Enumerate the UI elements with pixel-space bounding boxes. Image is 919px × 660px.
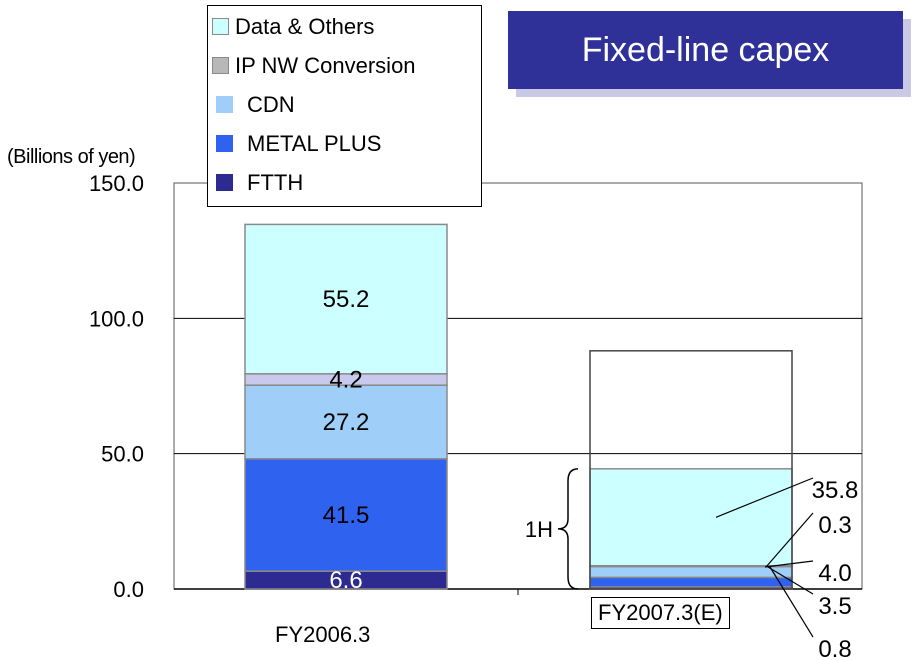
chart-title-box: Fixed-line capex <box>508 11 903 89</box>
legend-item: Data & Others <box>212 14 375 39</box>
leader-line-3 <box>765 512 814 568</box>
legend-swatch <box>212 57 229 74</box>
legend-swatch <box>216 135 233 152</box>
bar-segment-1-4 <box>589 468 793 567</box>
bar-segment-0-1 <box>244 458 448 572</box>
legend: Data & Others IP NW Conversion CDN METAL PL… <box>207 5 482 207</box>
y-tick-label-2: 100.0 <box>89 306 144 331</box>
leader-line-0 <box>769 566 814 638</box>
data-label-0-2: 27.2 <box>323 409 370 436</box>
data-label-0-1: 41.5 <box>323 502 370 529</box>
legend-item: CDN <box>216 92 295 117</box>
legend-label: FTTH <box>247 170 304 195</box>
bracket-label: 1H <box>525 517 553 542</box>
bar-outline-full-year <box>589 350 793 590</box>
data-label-0-4: 55.2 <box>323 286 370 313</box>
leader-line-1 <box>767 566 814 595</box>
bar-segment-0-4 <box>244 223 448 375</box>
bar-segment-1-2 <box>589 565 793 579</box>
bar-segment-0-2 <box>244 384 448 460</box>
legend-swatch <box>216 174 233 191</box>
leader-line-4 <box>715 477 814 518</box>
legend-item: IP NW Conversion <box>212 53 416 78</box>
data-label-1-3: 0.3 <box>818 512 851 539</box>
bracket-1h <box>557 468 579 590</box>
bar-segment-1-1 <box>589 576 793 588</box>
data-label-1-2: 4.0 <box>818 560 851 587</box>
data-label-1-0: 0.8 <box>818 636 851 660</box>
category-label-fy2007: FY2007.3(E) <box>591 597 730 629</box>
legend-swatch <box>212 18 229 35</box>
y-axis-units-label: (Billions of yen) <box>7 146 136 168</box>
leader-line-2 <box>764 560 814 568</box>
y-tick-label-1: 50.0 <box>101 442 144 467</box>
data-label-1-4: 35.8 <box>812 477 859 504</box>
category-label-fy2006: FY2006.3 <box>275 622 371 647</box>
y-tick-label-0: 0.0 <box>113 577 144 602</box>
data-label-0-0: 6.6 <box>329 567 362 594</box>
legend-swatch <box>216 96 233 113</box>
legend-label: IP NW Conversion <box>235 53 416 78</box>
legend-label: Data & Others <box>235 14 375 39</box>
legend-label: METAL PLUS <box>247 131 382 156</box>
data-label-0-3: 4.2 <box>329 367 362 394</box>
legend-item: FTTH <box>216 170 304 195</box>
legend-item: METAL PLUS <box>216 131 382 156</box>
chart-title: Fixed-line capex <box>581 30 830 69</box>
legend-label: CDN <box>247 92 295 117</box>
data-label-1-1: 3.5 <box>818 593 851 620</box>
y-tick-label-3: 150.0 <box>89 171 144 196</box>
